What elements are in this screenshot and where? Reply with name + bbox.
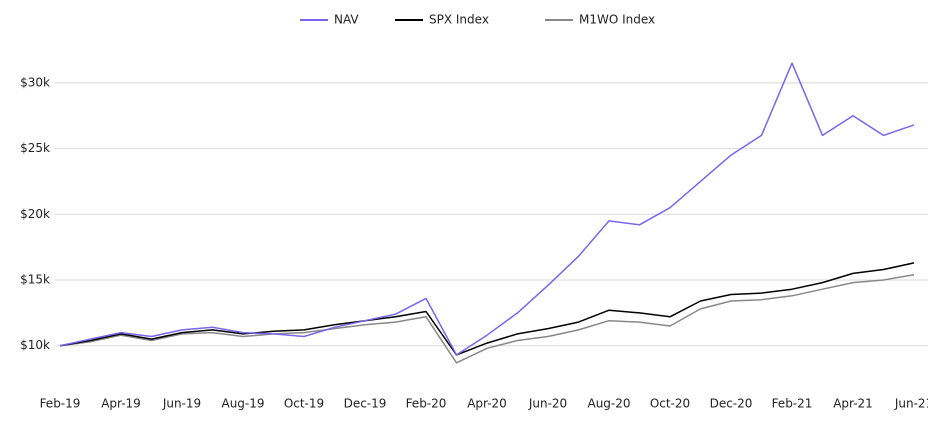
legend-label: SPX Index	[429, 13, 489, 27]
x-tick-label: Aug-19	[221, 397, 264, 411]
x-tick-label: Aug-20	[587, 397, 630, 411]
x-tick-label: Dec-20	[710, 397, 753, 411]
y-tick-label: $15k	[20, 273, 50, 287]
x-tick-label: Jun-21	[894, 397, 928, 411]
x-tick-label: Dec-19	[344, 397, 387, 411]
y-tick-label: $30k	[20, 75, 50, 89]
x-tick-label: Oct-19	[284, 397, 324, 411]
y-tick-label: $20k	[20, 207, 50, 221]
x-tick-label: Jun-19	[162, 397, 201, 411]
y-tick-label: $10k	[20, 338, 50, 352]
series-line	[59, 62, 915, 356]
x-tick-label: Feb-20	[406, 397, 447, 411]
x-tick-label: Oct-20	[650, 397, 690, 411]
legend-label: NAV	[334, 13, 359, 27]
legend-label: M1WO Index	[579, 13, 655, 27]
x-tick-label: Jun-20	[528, 397, 567, 411]
x-tick-label: Apr-20	[467, 397, 507, 411]
x-tick-label: Apr-21	[833, 397, 873, 411]
x-tick-label: Apr-19	[101, 397, 141, 411]
x-tick-label: Feb-21	[772, 397, 813, 411]
series-line	[59, 273, 915, 364]
series-line	[59, 262, 915, 356]
x-tick-label: Feb-19	[40, 397, 81, 411]
y-tick-label: $25k	[20, 141, 50, 155]
